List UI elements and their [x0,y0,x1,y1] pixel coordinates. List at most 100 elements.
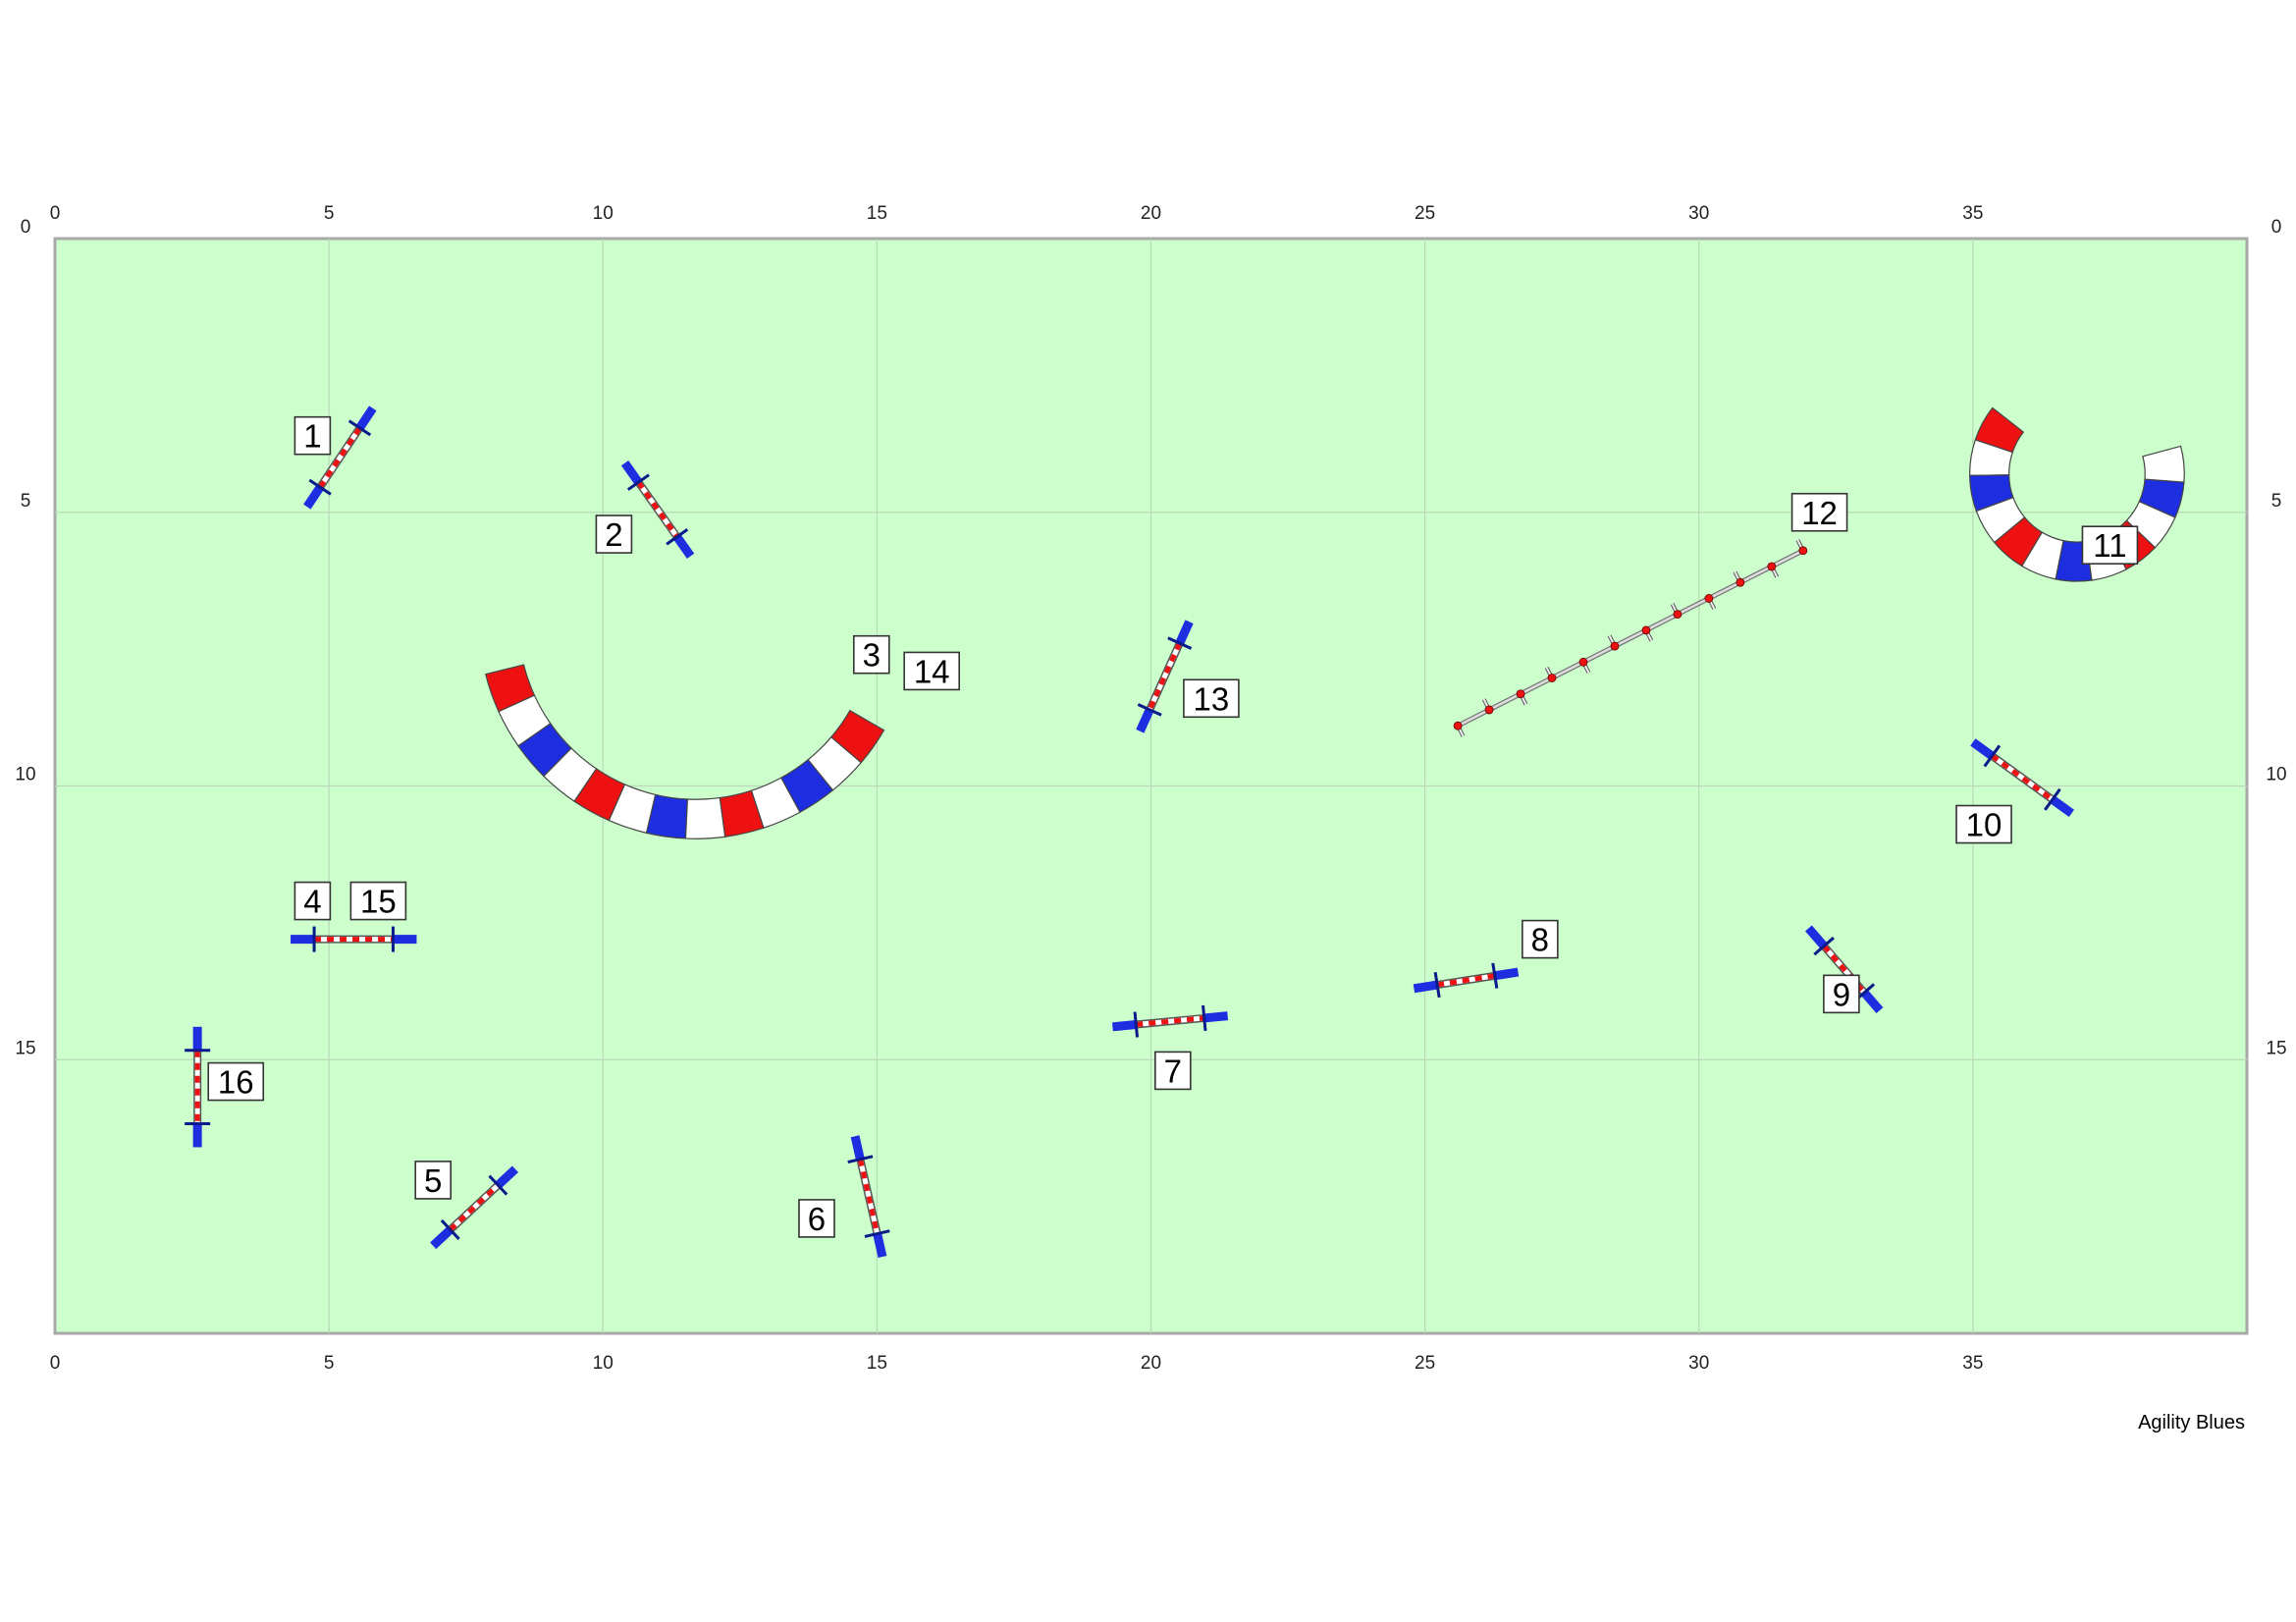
number-box [1522,919,1559,959]
x-tick-top: 30 [1688,203,1709,224]
jump-wing [430,1226,454,1250]
number-box [903,651,961,691]
number-box [1154,1051,1192,1091]
label-1: 1 [294,415,332,456]
jump-wing [1136,708,1154,733]
number-text: 11 [2093,527,2126,564]
number-text: 5 [424,1162,442,1199]
jump-bar [318,426,362,489]
label-15: 15 [349,881,407,921]
jump-standard [666,528,689,546]
jump-2 [620,460,695,559]
y-tick-left: 5 [21,491,31,512]
jump-1 [303,406,377,510]
weave-pole-base [1704,594,1714,603]
number-text: 13 [1194,680,1230,717]
jump-13 [1136,620,1194,733]
jump-standard [488,1174,508,1196]
weave-base-inner [1457,549,1804,728]
jump-bar-stripes [449,1183,501,1232]
weave-pole-base [1735,577,1745,587]
jump-standard [440,1218,460,1240]
jump-wing [303,484,324,510]
weave-pole-base [1484,705,1494,715]
jump-6 [847,1135,890,1258]
jump-wing [1413,980,1438,994]
weave-pole-base [1767,562,1777,571]
tunnel-segment [2142,445,2185,483]
jump-wing [620,460,643,485]
x-tick-top: 15 [867,203,887,224]
jump-standard [1167,636,1193,650]
jump-bar-stripes [1436,973,1496,988]
number-box [349,881,407,921]
jump-standard [1813,936,1835,956]
number-box [1955,804,2012,844]
y-tick-right: 5 [2271,491,2282,512]
x-tick-bottom: 35 [1962,1353,1983,1374]
label-11: 11 [2081,525,2139,566]
jump-standard [864,1229,890,1238]
jump-standard [847,1155,874,1164]
label-12: 12 [1790,492,1848,532]
label-3: 3 [852,634,890,675]
tunnel-3-14 [485,664,885,839]
weave-pole-base [1798,546,1808,556]
tunnel-segment [684,796,726,839]
label-4: 4 [294,881,332,921]
x-tick-top: 0 [50,203,61,224]
jump-bar [1147,642,1182,711]
jump-wing [495,1165,518,1189]
number-text: 15 [360,884,397,920]
number-text: 7 [1164,1053,1182,1089]
y-tick-left: 0 [21,217,31,238]
jump-wing [355,406,377,431]
jump-wing [1805,925,1828,949]
weave-pole-base [1453,721,1463,730]
number-box [852,634,890,675]
number-box [294,881,332,921]
weave-12 [1453,539,1808,737]
jump-standard [1137,703,1162,717]
number-text: 9 [1833,976,1850,1012]
jump-wing [873,1232,887,1258]
weave-pole-base [1673,610,1682,620]
jump-wing [1860,989,1884,1014]
jump-bar-stripes [1136,1015,1204,1028]
label-14: 14 [903,651,961,691]
number-box [294,415,332,456]
jump-standard [1201,1004,1207,1032]
number-box [2081,525,2139,566]
jump-wing [673,534,695,559]
jump-16 [185,1026,211,1148]
number-box [207,1061,265,1102]
x-tick-bottom: 0 [50,1353,61,1374]
label-9: 9 [1823,974,1860,1014]
jump-7 [1111,1004,1229,1038]
x-tick-top: 35 [1962,203,1983,224]
x-tick-bottom: 10 [593,1353,614,1374]
number-box [798,1199,835,1238]
x-tick-bottom: 20 [1141,1353,1161,1374]
label-2: 2 [595,514,633,554]
number-box [1790,492,1848,532]
jump-standard [308,478,332,496]
y-tick-right: 10 [2266,765,2286,785]
x-tick-bottom: 15 [867,1353,887,1374]
weave-pole-base [1578,657,1588,667]
number-text: 6 [808,1201,826,1237]
jump-bar-stripes [636,480,679,539]
weave-pole-base [1641,625,1651,635]
jump-4-15 [291,926,417,952]
number-text: 2 [605,516,622,553]
number-box [1183,678,1240,719]
weave-pole-base [1610,641,1620,651]
number-text: 16 [218,1064,254,1101]
number-text: 1 [303,418,321,455]
number-text: 10 [1966,807,2002,843]
x-tick-top: 5 [324,203,335,224]
x-tick-bottom: 5 [324,1353,335,1374]
